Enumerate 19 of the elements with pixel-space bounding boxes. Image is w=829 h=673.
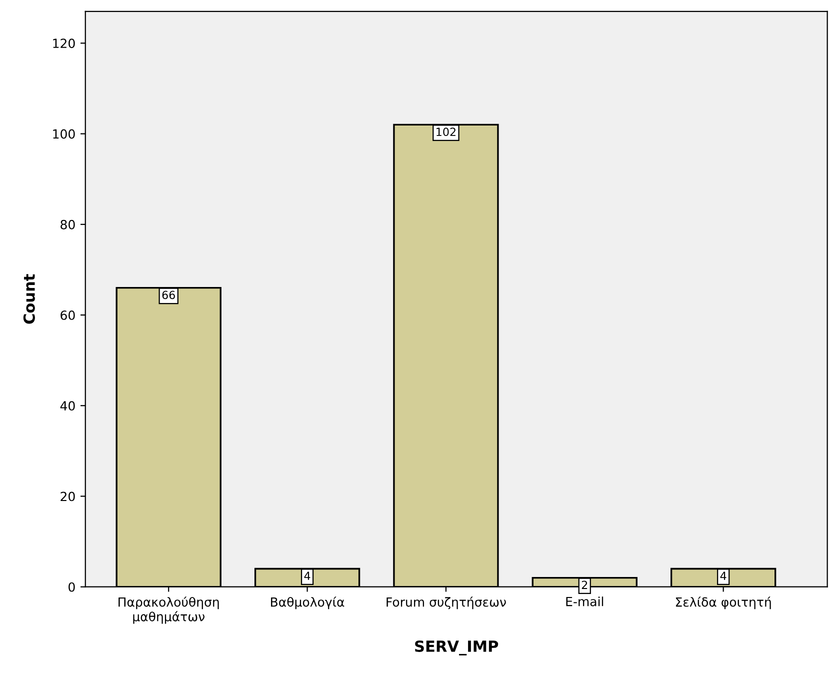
y-tick-label: 120 — [53, 38, 75, 48]
x-tick-label: Σελίδα φοιτητή — [676, 596, 771, 610]
data-label: 102 — [436, 128, 456, 136]
y-tick-label: 60 — [60, 310, 75, 320]
data-label: 2 — [582, 580, 588, 589]
x-tick-label: E-mail — [566, 596, 604, 606]
data-label: 4 — [304, 572, 310, 580]
y-tick-label: 80 — [60, 220, 75, 230]
y-tick-label: 100 — [53, 129, 75, 139]
data-label: 4 — [720, 572, 726, 580]
y-axis-title: Count — [23, 274, 35, 324]
x-tick-label: Βαθμολογία — [271, 596, 344, 610]
x-tick-label: Forum συζητήσεων — [386, 596, 506, 610]
y-tick-label: 40 — [60, 401, 75, 411]
x-tick-label: Παρακολούθηση μαθημάτων — [118, 596, 219, 624]
y-tick-label: 20 — [60, 492, 75, 502]
x-axis-title: SERV_IMP — [415, 640, 498, 656]
y-tick-label: 0 — [68, 582, 75, 592]
data-label: 66 — [162, 290, 175, 300]
